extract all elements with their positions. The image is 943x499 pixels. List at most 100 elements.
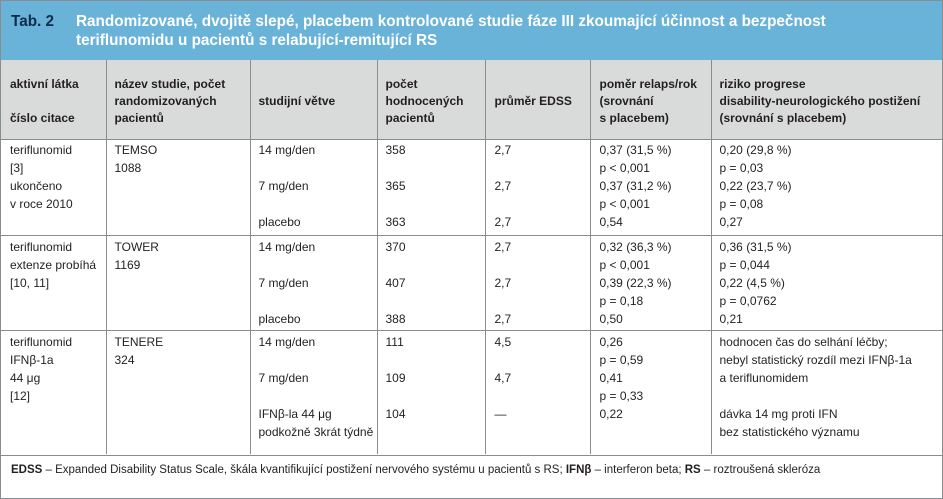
- cell-text: 0,27: [719, 215, 743, 229]
- header-cell: název studie, počet randomizovaných paci…: [105, 60, 250, 140]
- cell-text: TEMSO: [114, 143, 158, 157]
- cell-text: 0,22 (23,7 %): [719, 179, 792, 193]
- header-cell: studijní větve: [249, 60, 377, 140]
- table-cell: teriflunomid [3] ukončeno v roce 2010: [1, 139, 106, 236]
- table-row: teriflunomid IFNβ-1a 44 μg [12] TENERE 3…: [1, 330, 942, 454]
- table-cell: 0,32 (36,3 %) p < 0,001 0,39 (22,3 %) p …: [589, 235, 711, 331]
- cell-text: 1169: [114, 258, 141, 272]
- cell-text: nebyl statistický rozdíl mezi IFNβ-1a: [719, 353, 912, 367]
- cell-text: 2,7: [494, 312, 512, 326]
- table-cell: TEMSO 1088: [105, 139, 250, 236]
- header-row: aktivní látka číslo citace název studie,…: [1, 60, 942, 140]
- footnote-definition: – interferon beta;: [591, 464, 685, 476]
- table-title-line: teriflunomidu u pacientů s relabující-re…: [76, 32, 438, 49]
- cell-text: extenze probíhá: [10, 258, 97, 272]
- cell-text: teriflunomid: [10, 240, 73, 254]
- table-cell: 0,26 p = 0,59 0,41 p = 0,33 0,22: [589, 330, 711, 454]
- table-title-line: Randomizované, dvojitě slepé, placebem k…: [76, 13, 826, 30]
- header-text: pacientů: [385, 111, 435, 125]
- cell-text: p = 0,59: [599, 353, 644, 367]
- cell-text: teriflunomid: [10, 335, 73, 349]
- cell-text: a teriflunomidem: [719, 371, 809, 385]
- header-text: s placebem): [599, 111, 669, 125]
- cell-text: 7 mg/den: [258, 276, 309, 290]
- cell-text: p < 0,001: [599, 197, 650, 211]
- cell-text: 2,7: [494, 179, 512, 193]
- cell-text: 0,22 (4,5 %): [719, 276, 785, 290]
- header-text: počet: [385, 77, 418, 91]
- table-cell: 4,5 4,7 —: [484, 330, 590, 454]
- cell-text: p = 0,044: [719, 258, 770, 272]
- cell-text: 2,7: [494, 276, 512, 290]
- table-cell: 14 mg/den 7 mg/den IFNβ-la 44 μg podkožn…: [249, 330, 377, 454]
- cell-text: 0,32 (36,3 %): [599, 240, 672, 254]
- header-text: riziko progrese: [719, 77, 806, 91]
- cell-text: p = 0,18: [599, 294, 644, 308]
- cell-text: IFNβ-la 44 μg: [258, 407, 332, 421]
- footnote-abbr: EDSS: [11, 464, 43, 476]
- cell-text: 7 mg/den: [258, 179, 309, 193]
- table-cell: teriflunomid extenze probíhá [10, 11]: [1, 235, 106, 331]
- cell-text: 0,36 (31,5 %): [719, 240, 792, 254]
- cell-text: podkožně 3krát týdně: [258, 425, 374, 439]
- table-cell: TENERE 324: [105, 330, 250, 454]
- header-text: hodnocených: [385, 94, 464, 108]
- cell-text: 0,41: [599, 371, 623, 385]
- cell-text: 104: [385, 407, 406, 421]
- cell-text: 14 mg/den: [258, 335, 316, 349]
- cell-text: 14 mg/den: [258, 143, 316, 157]
- table-cell: 2,7 2,7 2,7: [484, 235, 590, 331]
- table-cell: 2,7 2,7 2,7: [484, 139, 590, 236]
- table-cell: 0,20 (29,8 %) p = 0,03 0,22 (23,7 %) p =…: [710, 139, 942, 236]
- cell-text: 2,7: [494, 240, 512, 254]
- table-cell: 358 365 363: [376, 139, 485, 236]
- cell-text: 14 mg/den: [258, 240, 316, 254]
- header-text: disability-neurologického postižení: [719, 94, 921, 108]
- table-cell: hodnocen čas do selhání léčby; nebyl sta…: [710, 330, 942, 454]
- header-text: (srovnání: [599, 94, 654, 108]
- header-text: aktivní látka: [10, 77, 79, 91]
- table-cell: TOWER 1169: [105, 235, 250, 331]
- cell-text: 388: [385, 312, 406, 326]
- cell-text: 2,7: [494, 143, 512, 157]
- footnote-definition: – roztroušená skleróza: [700, 464, 821, 476]
- cell-text: 4,7: [494, 371, 512, 385]
- footnote-abbr: IFNβ: [565, 464, 592, 476]
- cell-text: p = 0,03: [719, 161, 764, 175]
- cell-text: ukončeno: [10, 179, 63, 193]
- cell-text: placebo: [258, 215, 301, 229]
- table-cell: 14 mg/den 7 mg/den placebo: [249, 139, 377, 236]
- table-cell: 0,36 (31,5 %) p = 0,044 0,22 (4,5 %) p =…: [710, 235, 942, 331]
- cell-text: 370: [385, 240, 406, 254]
- data-table: aktivní látka číslo citace název studie,…: [1, 60, 942, 454]
- table-row: teriflunomid extenze probíhá [10, 11] TO…: [1, 235, 942, 331]
- cell-text: 363: [385, 215, 406, 229]
- header-text: poměr relaps/rok: [599, 77, 697, 91]
- cell-text: [12]: [10, 389, 31, 403]
- cell-text: 7 mg/den: [258, 371, 309, 385]
- table-cell: 370 407 388: [376, 235, 485, 331]
- header-cell: aktivní látka číslo citace: [1, 60, 106, 140]
- cell-text: 0,22: [599, 407, 623, 421]
- cell-text: 358: [385, 143, 406, 157]
- header-cell: počet hodnocených pacientů: [376, 60, 485, 140]
- cell-text: 0,21: [719, 312, 743, 326]
- table-cell: teriflunomid IFNβ-1a 44 μg [12]: [1, 330, 106, 454]
- cell-text: —: [494, 407, 507, 421]
- header-text: studijní větve: [258, 94, 336, 108]
- table-caption: Tab. 2 Randomizované, dvojitě slepé, pla…: [1, 1, 942, 60]
- cell-text: 0,37 (31,5 %): [599, 143, 672, 157]
- header-text: randomizovaných: [114, 94, 217, 108]
- cell-text: 4,5: [494, 335, 512, 349]
- table-title: Randomizované, dvojitě slepé, placebem k…: [76, 12, 926, 50]
- cell-text: 324: [114, 353, 135, 367]
- header-cell: poměr relaps/rok (srovnání s placebem): [589, 60, 711, 140]
- cell-text: TENERE: [114, 335, 164, 349]
- table-cell: 0,37 (31,5 %) p < 0,001 0,37 (31,2 %) p …: [589, 139, 711, 236]
- table-row: teriflunomid [3] ukončeno v roce 2010 TE…: [1, 139, 942, 236]
- cell-text: p < 0,001: [599, 258, 650, 272]
- cell-text: 0,20 (29,8 %): [719, 143, 792, 157]
- header-text: (srovnání s placebem): [719, 111, 847, 125]
- cell-text: 365: [385, 179, 406, 193]
